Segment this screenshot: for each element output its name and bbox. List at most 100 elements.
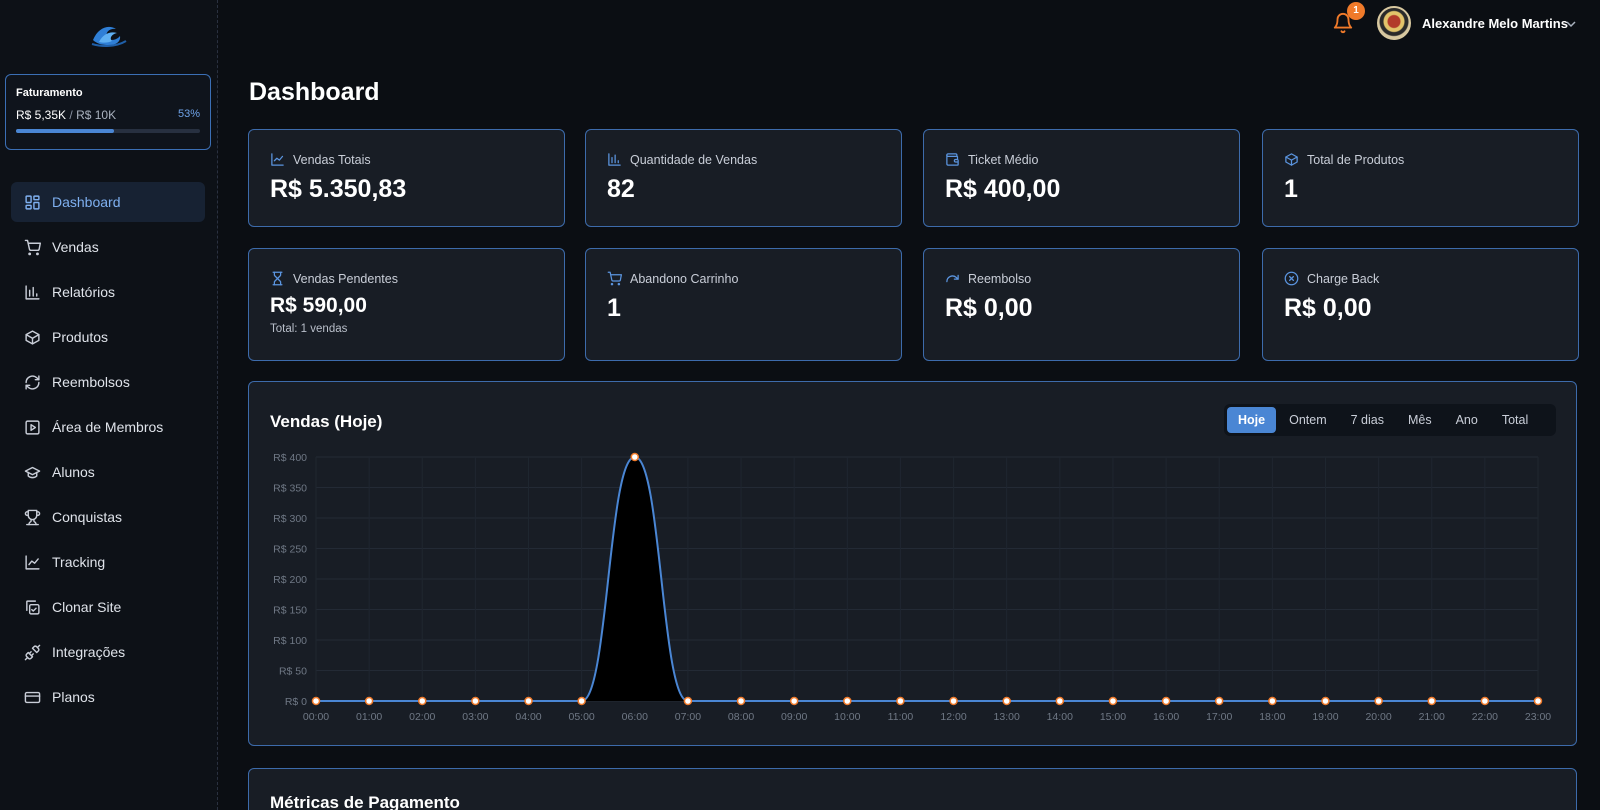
- filter-hoje[interactable]: Hoje: [1227, 407, 1277, 433]
- sidebar-item-label: Área de Membros: [52, 419, 164, 435]
- cart-icon: [607, 271, 622, 286]
- bell-icon[interactable]: [1332, 12, 1354, 34]
- x-tick-label: 20:00: [1365, 711, 1391, 723]
- hourglass-icon: [272, 271, 283, 286]
- stat-value: 82: [607, 175, 635, 203]
- stat-card-vendas-totais: Vendas Totais R$ 5.350,83: [248, 129, 565, 227]
- stat-card-charge-back: Charge Back R$ 0,00: [1262, 248, 1579, 361]
- sidebar-item-area-de-membros[interactable]: Área de Membros: [11, 407, 205, 447]
- play-square-icon: [25, 419, 40, 435]
- filter-total[interactable]: Total: [1501, 413, 1529, 427]
- y-tick-label: R$ 200: [273, 574, 307, 586]
- data-point: [1427, 696, 1436, 706]
- data-point: [471, 696, 480, 706]
- stat-card-reembolso: Reembolso R$ 0,00: [923, 248, 1240, 361]
- sidebar-item-conquistas[interactable]: Conquistas: [11, 497, 205, 537]
- filter-7-dias[interactable]: 7 dias: [1350, 413, 1384, 427]
- x-tick-label: 21:00: [1419, 711, 1445, 723]
- box-icon: [25, 329, 40, 345]
- stat-label: Total de Produtos: [1307, 152, 1405, 167]
- x-tick-label: 18:00: [1259, 711, 1285, 723]
- sidebar-item-label: Alunos: [52, 464, 95, 480]
- sidebar-item-planos[interactable]: Planos: [11, 677, 205, 717]
- period-filter-group: Hoje Ontem 7 dias Mês Ano Total: [1224, 404, 1556, 436]
- data-point: [1268, 696, 1277, 706]
- billing-goal: R$ 10K: [76, 108, 117, 122]
- stat-label: Quantidade de Vendas: [630, 152, 758, 167]
- series-line: [315, 455, 1538, 702]
- sidebar-item-tracking[interactable]: Tracking: [11, 542, 205, 582]
- x-tick-label: 15:00: [1100, 711, 1126, 723]
- y-tick-label: R$ 100: [273, 635, 307, 647]
- box-icon: [1285, 153, 1298, 166]
- x-tick-label: 22:00: [1472, 711, 1498, 723]
- trophy-icon: [24, 509, 41, 525]
- avatar[interactable]: [1377, 6, 1411, 40]
- refresh-icon: [25, 374, 40, 390]
- data-point: [683, 696, 693, 706]
- data-point: [1480, 696, 1490, 706]
- data-point: [789, 696, 799, 706]
- filter-ano[interactable]: Ano: [1455, 413, 1478, 427]
- chart-title: Vendas (Hoje): [270, 412, 383, 431]
- stat-card-abandono-carrinho: Abandono Carrinho 1: [585, 248, 902, 361]
- x-tick-label: 01:00: [356, 711, 382, 723]
- x-tick-label: 03:00: [462, 711, 488, 723]
- filter-mes[interactable]: Mês: [1407, 413, 1432, 427]
- x-tick-label: 17:00: [1206, 711, 1232, 723]
- data-point: [577, 696, 586, 706]
- stat-label: Reembolso: [968, 271, 1032, 286]
- chevron-down-icon[interactable]: [1565, 18, 1577, 30]
- filter-ontem[interactable]: Ontem: [1289, 413, 1327, 427]
- sidebar-item-produtos[interactable]: Produtos: [11, 317, 205, 357]
- data-point: [1374, 696, 1383, 706]
- data-point: [1161, 696, 1171, 706]
- stat-value: R$ 5.350,83: [270, 175, 407, 203]
- sidebar-item-clonar-site[interactable]: Clonar Site: [11, 587, 205, 627]
- y-tick-label: R$ 0: [285, 696, 307, 708]
- billing-progress-bar: [16, 129, 200, 133]
- series-area: [316, 457, 1538, 701]
- billing-current: R$ 5,35K: [16, 108, 67, 122]
- sidebar-item-dashboard[interactable]: Dashboard: [11, 182, 205, 222]
- stat-subtext: Total: 1 vendas: [270, 323, 348, 335]
- stat-label: Abandono Carrinho: [630, 271, 739, 286]
- grid-icon: [25, 194, 40, 210]
- sidebar-item-label: Planos: [52, 689, 95, 705]
- stat-value: 1: [1284, 175, 1298, 203]
- redo-arrow-icon: [946, 274, 959, 283]
- sidebar-item-relatorios[interactable]: Relatórios: [11, 272, 205, 312]
- stat-label: Ticket Médio: [968, 152, 1039, 167]
- data-point: [1002, 696, 1011, 706]
- x-tick-label: 09:00: [781, 711, 807, 723]
- x-tick-label: 11:00: [888, 711, 914, 723]
- sidebar-item-integracoes[interactable]: Integrações: [11, 632, 205, 672]
- billing-progress-fill: [16, 129, 114, 133]
- sidebar-item-label: Relatórios: [52, 284, 116, 300]
- stat-value: R$ 0,00: [945, 294, 1033, 322]
- graduation-cap-icon: [24, 466, 41, 478]
- sidebar-item-label: Produtos: [52, 329, 109, 345]
- data-point: [1055, 696, 1065, 706]
- copy-check-icon: [26, 599, 40, 615]
- sidebar-item-alunos[interactable]: Alunos: [11, 452, 205, 492]
- bar-chart-icon: [608, 153, 621, 166]
- data-point: [524, 696, 533, 706]
- user-name[interactable]: Alexandre Melo Martins: [1422, 16, 1568, 31]
- data-point: [736, 696, 746, 706]
- cart-icon: [24, 239, 41, 255]
- stat-card-ticket-medio: Ticket Médio R$ 400,00: [923, 129, 1240, 227]
- wallet-icon: [946, 153, 959, 166]
- data-point: [311, 696, 321, 706]
- wave-logo-icon[interactable]: [90, 20, 128, 48]
- sidebar-item-vendas[interactable]: Vendas: [11, 227, 205, 267]
- x-tick-label: 08:00: [728, 711, 754, 723]
- sidebar-item-reembolsos[interactable]: Reembolsos: [11, 362, 205, 402]
- data-point: [418, 696, 427, 706]
- x-tick-label: 06:00: [622, 711, 648, 723]
- sidebar-item-label: Tracking: [52, 554, 106, 570]
- data-point: [1533, 696, 1543, 706]
- stat-card-quantidade-de-vendas: Quantidade de Vendas 82: [585, 129, 902, 227]
- billing-percent: 53%: [177, 108, 200, 120]
- stat-card-total-de-produtos: Total de Produtos 1: [1262, 129, 1579, 227]
